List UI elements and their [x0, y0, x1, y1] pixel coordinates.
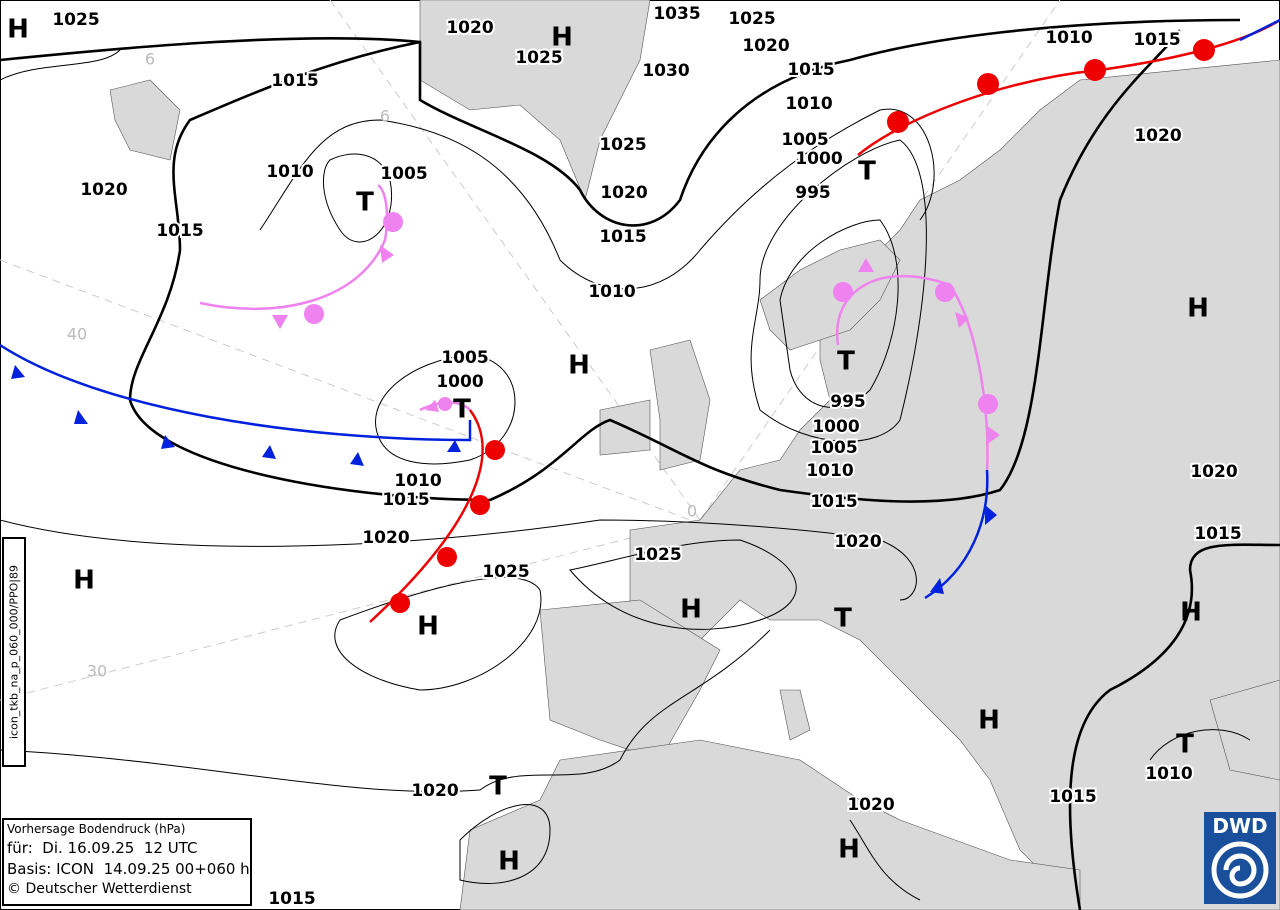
- grid-label: 6: [380, 107, 390, 126]
- isobar-label: 995: [795, 183, 831, 203]
- isobar-label: 1005: [380, 164, 427, 184]
- info-title: Vorhersage Bodendruck (hPa): [7, 822, 186, 836]
- isobar-label: 1025: [52, 10, 99, 30]
- isobar-label: 1020: [600, 183, 647, 203]
- info-valid: für: Di. 16.09.25 12 UTC: [7, 839, 198, 857]
- isobar-label: 1010: [266, 162, 313, 182]
- isobar-label: 1015: [599, 227, 646, 247]
- logo-swirl: [1211, 841, 1269, 899]
- isobar-label: 1035: [653, 4, 700, 24]
- pressure-center: T: [858, 157, 876, 187]
- isobar-label: 1015: [1194, 524, 1241, 544]
- isobar-label: 1025: [634, 545, 681, 565]
- isobar-label: 1015: [1049, 787, 1096, 807]
- isobar-label: 1000: [812, 417, 859, 437]
- pressure-center: H: [680, 595, 702, 625]
- isobar-label: 1020: [834, 532, 881, 552]
- grid-label: 6: [145, 50, 155, 69]
- isobar-label: 1010: [394, 471, 441, 491]
- logo-text: DWD: [1212, 814, 1268, 838]
- isobars: [0, 18, 1280, 910]
- pressure-center: T: [489, 772, 507, 802]
- isobar-label: 1025: [599, 135, 646, 155]
- dwd-logo: DWD: [1204, 812, 1276, 904]
- isobar-label: 1020: [362, 528, 409, 548]
- isobar-label: 1000: [436, 372, 483, 392]
- pressure-center: H: [978, 706, 1000, 736]
- info-box: Vorhersage Bodendruck (hPa) für: Di. 16.…: [2, 818, 252, 906]
- isobar-label: 1010: [588, 282, 635, 302]
- info-basis: Basis: ICON 14.09.25 00+060 h: [7, 860, 250, 878]
- pressure-center: H: [498, 847, 520, 877]
- isobar-label: 1020: [1190, 462, 1237, 482]
- pressure-center: H: [551, 23, 573, 53]
- isobar-label: 1010: [1045, 28, 1092, 48]
- fronts: [0, 18, 1280, 623]
- isobar-label: 1020: [446, 18, 493, 38]
- pressure-center: H: [7, 15, 29, 45]
- grid-label: 40: [67, 325, 87, 344]
- pressure-center: H: [838, 835, 860, 865]
- isobar-label: 1015: [156, 221, 203, 241]
- isobar-label: 1015: [271, 71, 318, 91]
- pressure-center: H: [1187, 294, 1209, 324]
- pressure-center: H: [1180, 598, 1202, 628]
- isobar-label: 1025: [728, 9, 775, 29]
- pressure-center: T: [453, 395, 471, 425]
- isobar-label: 1030: [642, 61, 689, 81]
- pressure-center: T: [356, 188, 374, 218]
- isobar-label: 1005: [781, 130, 828, 150]
- side-label: icon_tkb_na_p_060_000/PPO|89: [7, 565, 21, 739]
- grid-label: 0: [687, 502, 697, 521]
- isobar-label: 1025: [515, 48, 562, 68]
- graticule: [0, 0, 1280, 701]
- isobar-label: 1005: [441, 348, 488, 368]
- pressure-center: T: [834, 604, 852, 634]
- isobar-label: 1015: [1133, 30, 1180, 50]
- info-copyright: © Deutscher Wetterdienst: [7, 881, 192, 897]
- isobar-label: 1015: [810, 492, 857, 512]
- isobar-label: 1005: [810, 438, 857, 458]
- isobar-label: 1000: [795, 149, 842, 169]
- isobar-label: 1015: [787, 60, 834, 80]
- isobar-label: 1010: [1145, 764, 1192, 784]
- isobar-label: 1020: [80, 180, 127, 200]
- isobar-label: 1020: [1134, 126, 1181, 146]
- isobar-label: 1020: [847, 795, 894, 815]
- pressure-center: H: [417, 612, 439, 642]
- pressure-center: H: [568, 351, 590, 381]
- side-label-box: icon_tkb_na_p_060_000/PPO|89: [2, 537, 26, 767]
- isobar-label: 1010: [806, 461, 853, 481]
- isobar-label: 995: [830, 392, 866, 412]
- pressure-center: T: [1176, 730, 1194, 760]
- isobar-label: 1020: [411, 781, 458, 801]
- isobar-label: 1020: [742, 36, 789, 56]
- isobar-label: 1025: [482, 562, 529, 582]
- grid-label: 30: [87, 662, 107, 681]
- isobar-label: 1010: [785, 94, 832, 114]
- pressure-center: H: [73, 566, 95, 596]
- pressure-center: T: [837, 347, 855, 377]
- isobar-label: 1015: [268, 889, 315, 909]
- isobar-label: 1015: [382, 490, 429, 510]
